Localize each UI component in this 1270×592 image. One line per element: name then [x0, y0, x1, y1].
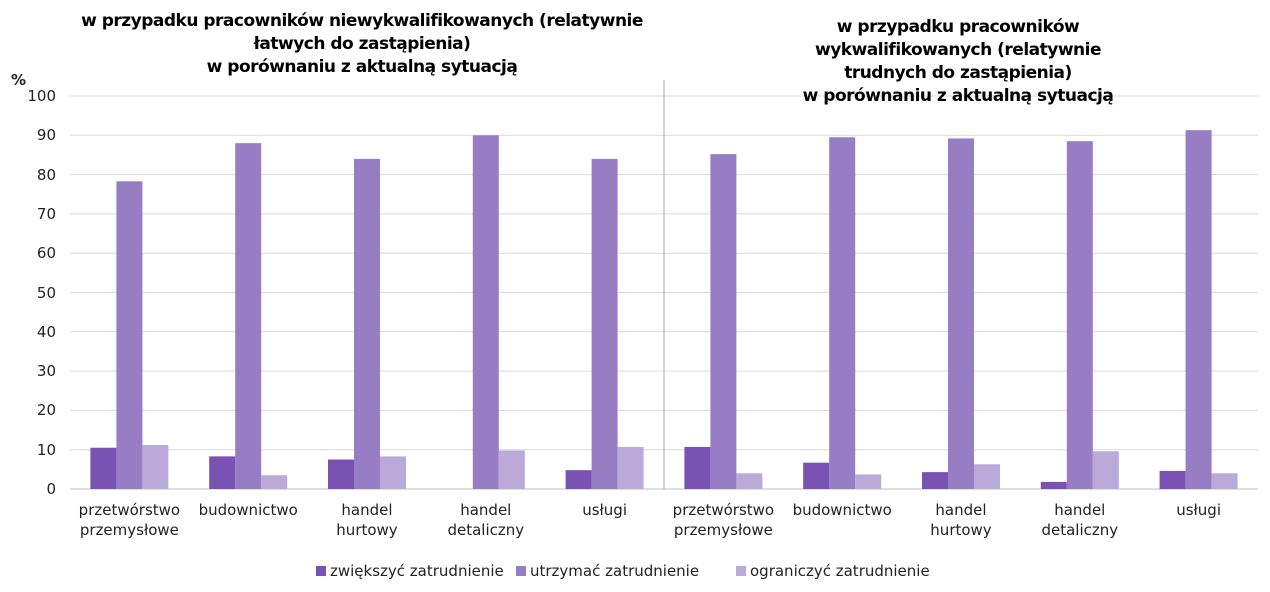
bar [472, 135, 499, 490]
x-tick-label: budownictwo [198, 501, 298, 519]
bar [90, 447, 117, 489]
y-tick-label: 0 [46, 480, 56, 498]
y-tick-label: 80 [36, 165, 56, 184]
x-tick-label: przetwórstwo przemysłowe [78, 501, 181, 539]
y-axis-label: % [10, 71, 26, 89]
bar [116, 181, 143, 489]
bar [261, 475, 288, 489]
legend-swatch [516, 566, 526, 576]
bar [948, 138, 974, 489]
legend-label: ograniczyć zatrudnienie [750, 562, 930, 580]
x-tick-label: handel hurtowy [930, 501, 992, 539]
bar [736, 473, 763, 489]
x-tick-label: handel hurtowy [336, 501, 398, 539]
bar [803, 462, 830, 489]
legend-swatch [736, 566, 746, 576]
bar [565, 470, 592, 489]
y-tick-label: 100 [27, 87, 56, 105]
bar [1185, 130, 1212, 490]
y-tick-label: 50 [36, 283, 56, 302]
bar [974, 464, 1000, 489]
bar [498, 450, 525, 489]
y-tick-label: 60 [36, 244, 56, 263]
panel-title: w przypadku pracowników wykwalifikowanyc… [802, 17, 1114, 106]
bar [617, 446, 644, 489]
bar [922, 472, 948, 489]
x-tick-label: usługi [1176, 501, 1221, 519]
y-tick-label: 30 [36, 362, 56, 381]
panel-title: w przypadku pracowników niewykwalifikowa… [81, 11, 643, 77]
bar [1092, 451, 1119, 489]
bar [684, 446, 711, 489]
x-tick-label: usługi [582, 501, 627, 519]
bar [829, 137, 856, 489]
bar [1211, 473, 1238, 489]
legend-label: zwiększyć zatrudnienie [330, 562, 504, 580]
y-tick-label: 10 [36, 440, 56, 459]
x-tick-label: budownictwo [792, 501, 892, 519]
bar [380, 456, 406, 489]
legend-swatch [316, 566, 326, 576]
bar [142, 444, 169, 489]
bar [354, 158, 380, 489]
y-tick-label: 70 [36, 204, 56, 223]
bar [1040, 481, 1067, 489]
y-tick-label: 20 [36, 401, 56, 420]
x-tick-label: handel detaliczny [447, 501, 525, 539]
bar [710, 154, 737, 489]
y-tick-label: 90 [36, 126, 56, 145]
y-tick-label: 40 [36, 322, 56, 341]
x-tick-label: handel detaliczny [1041, 501, 1119, 539]
bar [855, 474, 882, 489]
bar [591, 158, 618, 489]
bar [235, 143, 262, 489]
bar [1159, 470, 1186, 489]
bar [328, 459, 354, 489]
bar [1066, 141, 1093, 489]
bar [209, 456, 236, 489]
legend-label: utrzymać zatrudnienie [530, 562, 700, 580]
x-tick-label: przetwórstwo przemysłowe [672, 501, 775, 539]
